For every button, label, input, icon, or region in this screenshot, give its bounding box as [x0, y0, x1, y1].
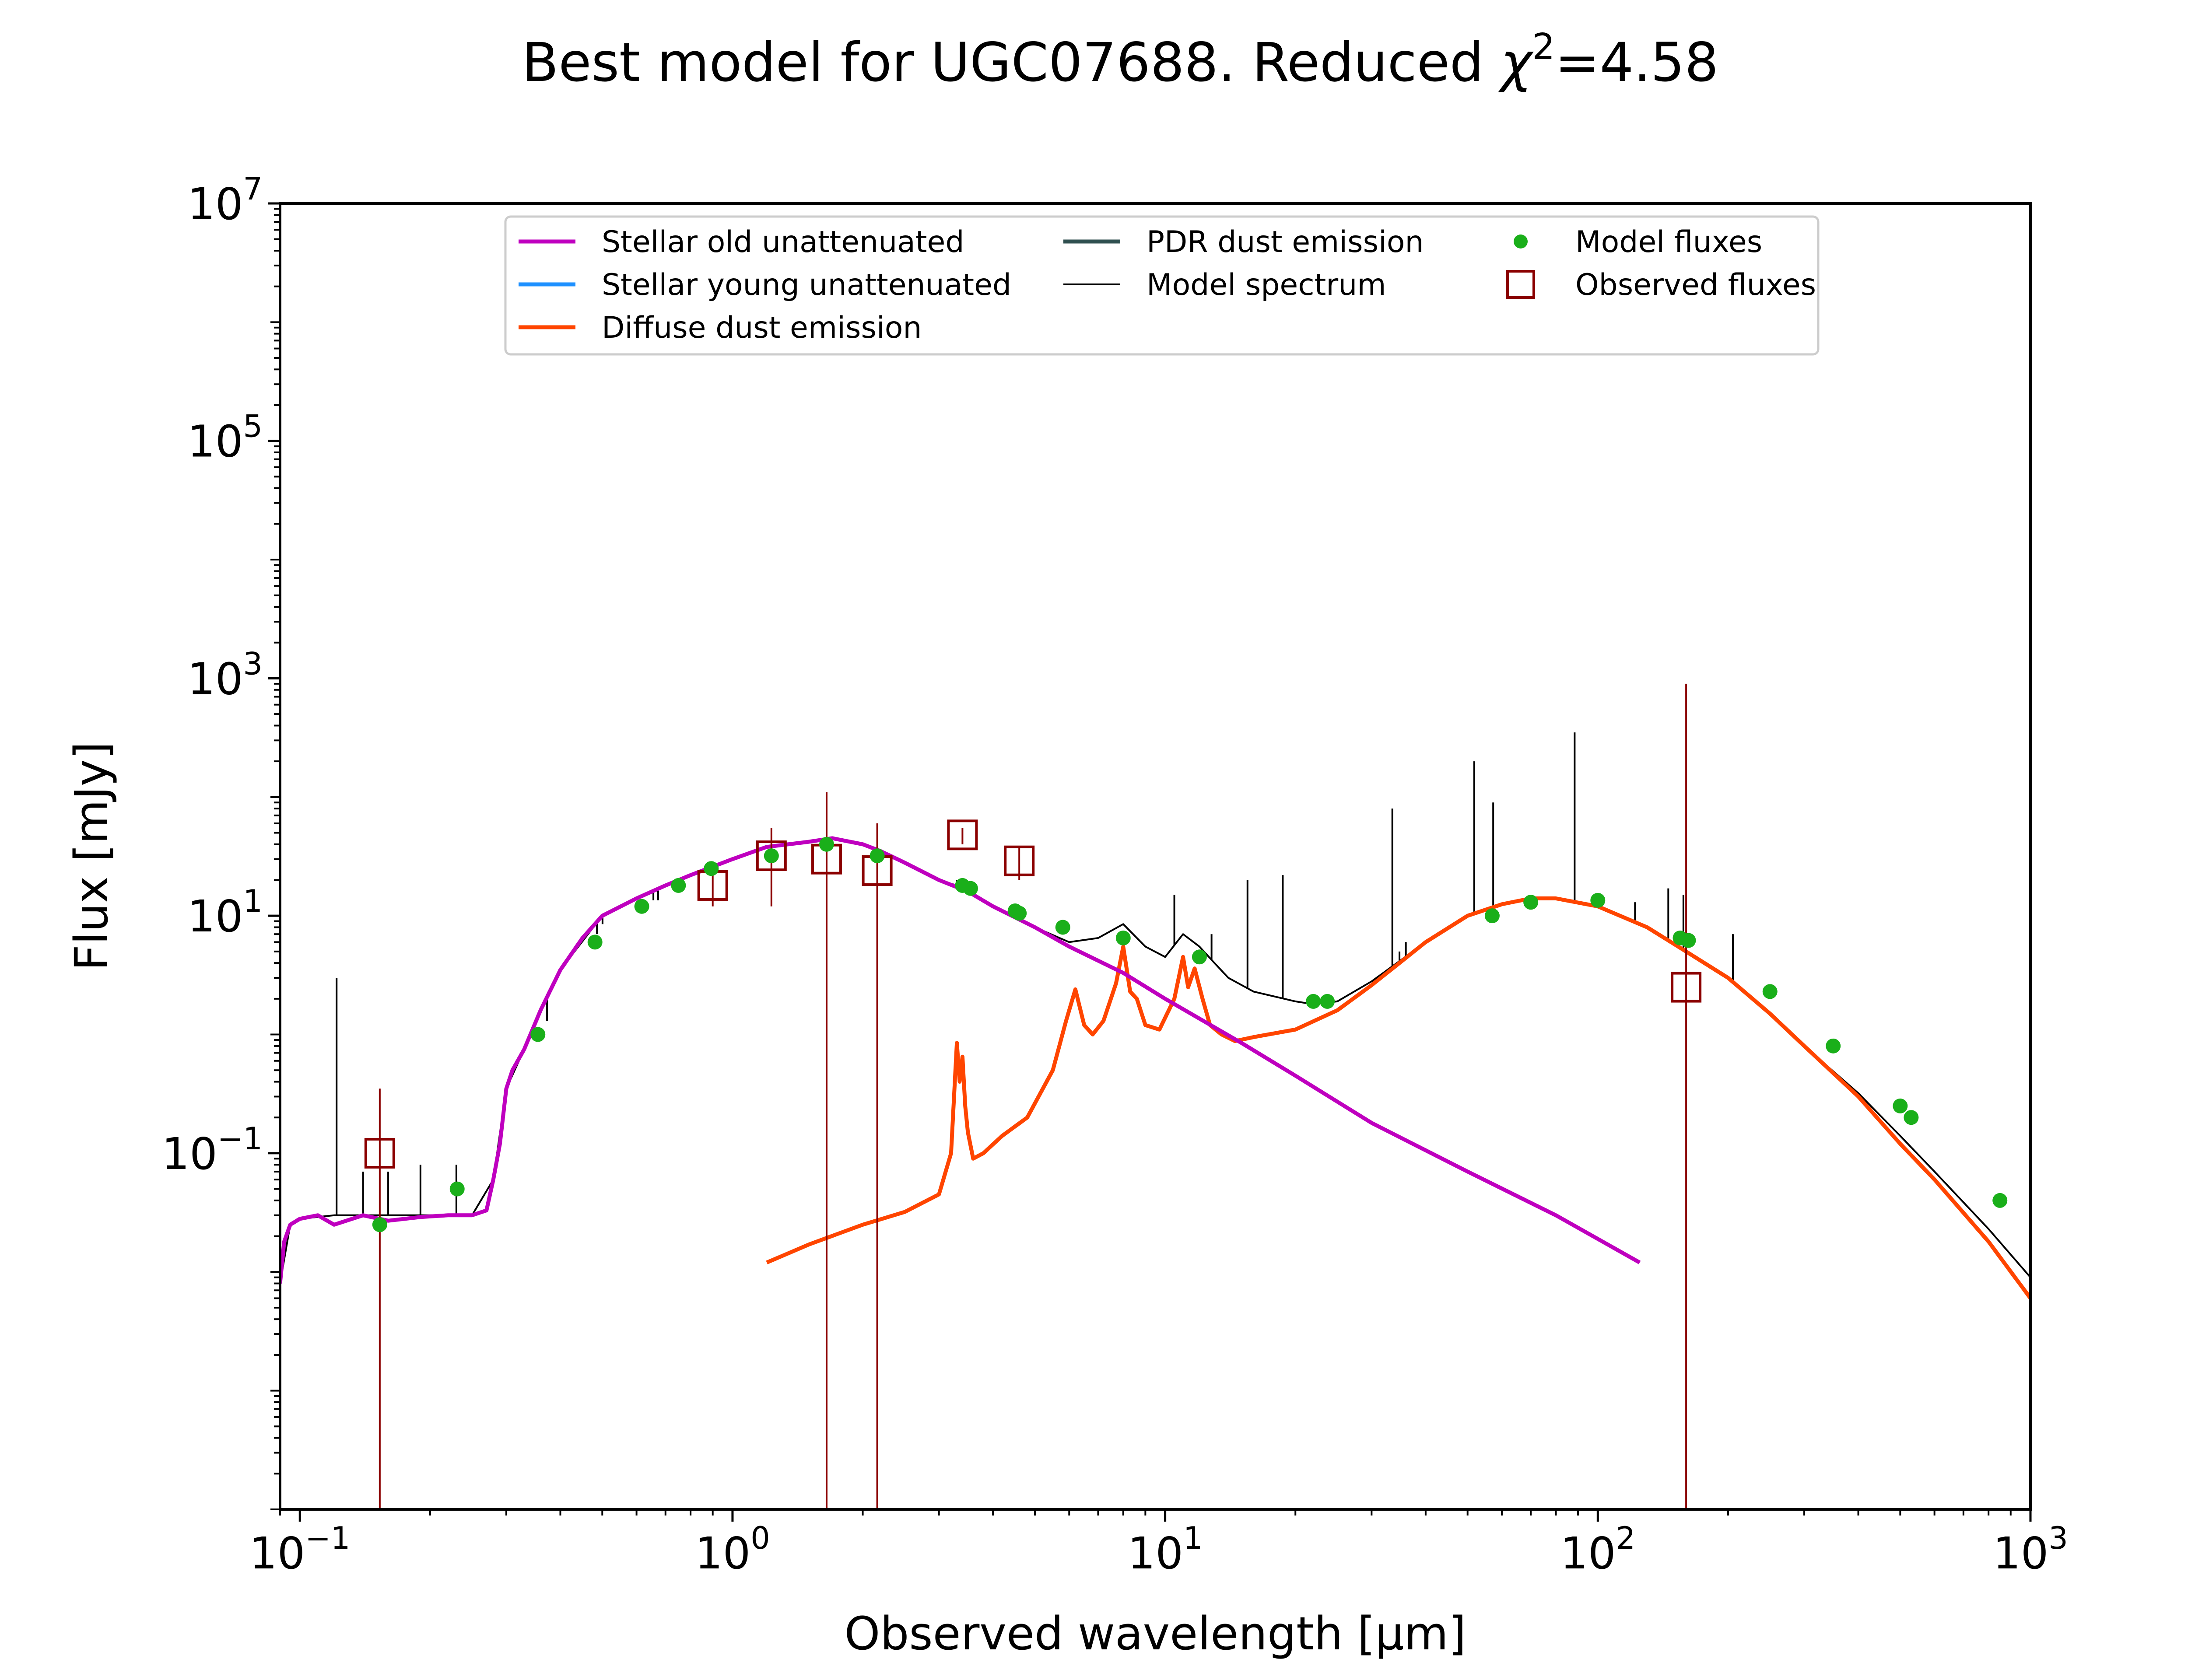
- model-flux-point: [1320, 994, 1335, 1009]
- model-flux-point: [1762, 984, 1778, 999]
- model-flux-point: [870, 848, 885, 864]
- model-flux-point: [1826, 1038, 1841, 1054]
- model-flux-point: [1893, 1098, 1908, 1113]
- model-flux-point: [1523, 895, 1539, 910]
- model-flux-point: [1992, 1193, 2008, 1208]
- model-flux-point: [671, 878, 686, 893]
- x-axis-label: Observed wavelength [μm]: [845, 1607, 1466, 1660]
- x-tick-label: 101: [1128, 1520, 1203, 1579]
- legend-label: Model spectrum: [1147, 268, 1386, 302]
- legend-item: Stellar young unattenuated: [519, 268, 1011, 302]
- x-tick-label: 103: [1993, 1520, 2068, 1579]
- x-tick-label: 100: [695, 1520, 770, 1579]
- legend-label: Diffuse dust emission: [602, 311, 922, 345]
- legend-label: Stellar old unattenuated: [602, 225, 964, 259]
- observed-flux-point: [1671, 972, 1702, 1003]
- model-flux-point: [1012, 906, 1027, 921]
- model-flux-point: [530, 1027, 546, 1042]
- axes-frame: [279, 202, 2032, 1511]
- model-flux-point: [1484, 908, 1500, 924]
- legend-label: PDR dust emission: [1147, 225, 1424, 259]
- legend-box: [504, 215, 1820, 356]
- observed-flux-point: [364, 1138, 395, 1169]
- model-flux-point: [1115, 930, 1131, 945]
- legend-label: Observed fluxes: [1575, 268, 1816, 302]
- model-flux-point: [704, 861, 719, 876]
- x-tick-label: 10−1: [249, 1520, 350, 1579]
- chart-title: Best model for UGC07688. Reduced χ2=4.58: [522, 26, 1719, 94]
- y-tick-label: 105: [187, 409, 263, 467]
- y-tick-label: 101: [187, 883, 263, 942]
- legend-item: Diffuse dust emission: [519, 311, 922, 345]
- y-tick-label: 103: [187, 646, 263, 704]
- model-flux-point: [1192, 949, 1207, 965]
- plot-area: [280, 683, 2030, 1509]
- model-flux-point: [1306, 994, 1321, 1009]
- model-flux-point: [587, 934, 603, 950]
- observed-flux-point: [756, 840, 787, 872]
- legend-swatch: [1514, 234, 1528, 248]
- y-tick-label: 107: [187, 171, 263, 230]
- legend-item: Observed fluxes: [1506, 268, 1816, 302]
- model-flux-point: [963, 881, 978, 896]
- legend-swatch: [1506, 270, 1535, 299]
- model-flux-point: [1055, 920, 1070, 935]
- model-flux-point: [1904, 1110, 1919, 1125]
- model-flux-point: [819, 836, 834, 852]
- legend-item: PDR dust emission: [1063, 225, 1424, 259]
- legend-item: Stellar old unattenuated: [519, 225, 964, 259]
- diffuse-dust-emission-line: [766, 896, 2030, 1300]
- observed-flux-point: [947, 819, 978, 850]
- legend-item: Model fluxes: [1514, 225, 1762, 259]
- model-flux-point: [449, 1181, 465, 1197]
- model-flux-point: [1681, 933, 1696, 948]
- model-flux-point: [634, 899, 649, 914]
- model-flux-point: [1590, 892, 1606, 908]
- observed-flux-point: [1004, 845, 1035, 876]
- y-axis-label: Flux [mJy]: [65, 742, 118, 971]
- y-tick-label: 10−1: [162, 1121, 263, 1180]
- legend-label: Model fluxes: [1575, 225, 1762, 259]
- y-axis: 10−1 101 103 105 107: [162, 171, 280, 1510]
- x-axis: 10−1 100 101 102 103: [249, 1509, 2068, 1579]
- legend: Stellar old unattenuated Stellar young un…: [504, 215, 1820, 356]
- legend-item: Model spectrum: [1063, 268, 1386, 302]
- model-flux-point: [372, 1217, 387, 1232]
- stellar-old-unattenuated-line: [280, 836, 1641, 1284]
- model-flux-point: [764, 848, 779, 864]
- x-tick-label: 102: [1560, 1520, 1635, 1579]
- legend-label: Stellar young unattenuated: [602, 268, 1011, 302]
